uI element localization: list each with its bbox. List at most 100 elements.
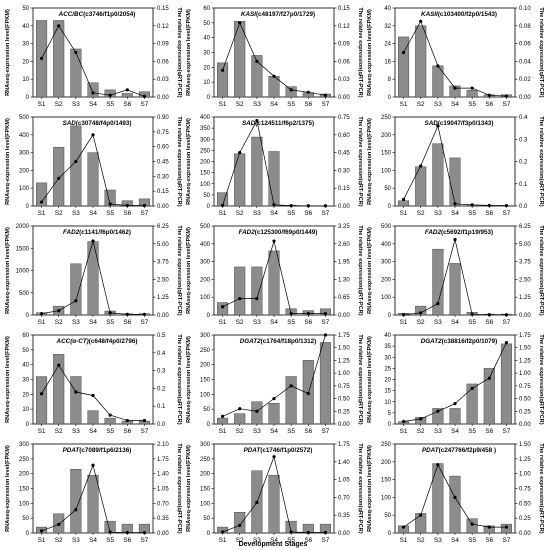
y-tick-label: 30	[384, 355, 391, 361]
y-tick-label: 100	[381, 295, 392, 301]
gene-name: FAD2	[63, 229, 80, 236]
y2-tick-label: 0.25	[338, 409, 350, 415]
y2-tick-label: 1.05	[157, 487, 169, 493]
qrt-pcr-point	[74, 299, 78, 303]
qrt-pcr-point	[91, 133, 95, 137]
qrt-pcr-point	[142, 94, 147, 99]
qrt-pcr-point	[220, 305, 225, 309]
gene-name: SAD	[242, 120, 256, 127]
bar	[70, 263, 82, 316]
bar	[319, 342, 331, 425]
gene-id: (c103400/f2p0/1543)	[438, 11, 497, 18]
gene-id: (c3746/f1p0/2054)	[83, 11, 135, 18]
x-tick-label: S1	[219, 428, 227, 435]
x-tick-label: S6	[304, 101, 312, 108]
x-tick-label: S1	[38, 319, 46, 326]
chart-title: DGAT2(c1764/f18p0/1312)	[240, 338, 317, 345]
y-tick-label: 32	[384, 24, 391, 30]
y-tick-label: 0	[388, 313, 392, 319]
qrt-pcr-point	[453, 237, 457, 242]
qrt-pcr-point	[504, 313, 509, 317]
x-tick-label: S7	[322, 428, 330, 435]
qrt-pcr-point	[436, 64, 440, 68]
x-tick-label: S7	[322, 210, 330, 217]
y-tick-label: 250	[381, 442, 392, 448]
y-tick-label: 20	[22, 392, 29, 398]
y-tick-label: 150	[200, 171, 211, 177]
y2-tick-label: 0.65	[338, 295, 350, 301]
y-tick-label: 50	[203, 21, 210, 27]
y2-axis-label: The relative expression(qRT-PCR)	[176, 116, 182, 206]
y2-tick-label: 0.12	[157, 24, 169, 30]
qrt-pcr-point	[125, 418, 129, 423]
y2-axis-label: The relative expression(qRT-PCR)	[176, 7, 182, 97]
x-tick-label: S2	[417, 101, 425, 108]
qrt-pcr-point	[289, 204, 293, 208]
x-tick-label: S4	[270, 428, 278, 435]
y-axis-label: RNAseq-expression level(FPKM)	[367, 445, 373, 532]
x-tick-label: S2	[417, 428, 425, 435]
y2-tick-label: 0.00	[519, 95, 531, 101]
qrt-pcr-point	[323, 312, 328, 316]
x-tick-label: S7	[322, 537, 330, 544]
y-tick-label: 250	[200, 348, 211, 354]
chart-panel-13: PDAT(c7089/f1p6/2136) 0 50 100 150 200 250 300 0…	[5, 442, 182, 544]
y-tick-label: 5	[388, 411, 392, 417]
x-tick-label: S6	[485, 210, 493, 217]
chart-title: ACC/BC(c3746/f1p0/2054)	[58, 11, 136, 18]
y2-tick-label: 0.06	[338, 59, 350, 65]
bar	[87, 152, 99, 207]
y-tick-label: 0	[207, 313, 211, 319]
qrt-pcr-point	[306, 312, 310, 316]
y-tick-label: 300	[19, 442, 30, 448]
qrt-pcr-point	[453, 495, 457, 499]
y2-tick-label: 0.00	[338, 95, 350, 101]
y2-tick-label: 0.30	[338, 168, 350, 174]
y2-tick-label: 0.75	[338, 384, 350, 390]
y-tick-label: 150	[200, 487, 211, 493]
x-tick-label: S5	[287, 428, 295, 435]
y-tick-label: 400	[19, 133, 30, 139]
y-tick-label: 250	[19, 457, 30, 463]
qrt-pcr-point	[306, 530, 310, 535]
bar	[415, 25, 427, 98]
x-tick-label: S4	[451, 101, 459, 108]
qrt-pcr-point	[108, 413, 112, 417]
y-tick-label: 150	[19, 487, 30, 493]
qrt-pcr-point	[453, 202, 457, 206]
qrt-pcr-point	[91, 91, 95, 95]
bar	[217, 302, 229, 316]
gene-name: KASI	[241, 11, 256, 18]
x-tick-label: S1	[400, 319, 408, 326]
qrt-pcr-point	[419, 19, 423, 23]
y2-tick-label: 0.3	[519, 137, 528, 143]
y2-tick-label: 0.06	[519, 42, 531, 48]
y2-tick-label: 0.00	[338, 313, 350, 319]
qrt-pcr-point	[306, 204, 310, 208]
chart-title: DGAT2(c38816/f2p0/1079)	[421, 338, 498, 345]
x-tick-label: S7	[503, 537, 511, 544]
chart-panel-4: SAD(c30748/f4p0/1493) 0 100 200 300 400 500 0.0…	[5, 115, 182, 217]
x-tick-label: S1	[219, 210, 227, 217]
y2-tick-label: 0.45	[338, 151, 350, 157]
qrt-pcr-point	[419, 417, 423, 421]
y-tick-label: 500	[200, 224, 211, 230]
gene-id: (c1746/f1p0/2572)	[260, 447, 312, 454]
qrt-pcr-point	[39, 311, 44, 316]
qrt-pcr-point	[91, 239, 95, 243]
gene-name: FAD2	[239, 229, 256, 236]
y-tick-label: 100	[200, 295, 211, 301]
qrt-pcr-point	[142, 203, 147, 208]
gene-name: KASII	[421, 11, 438, 18]
gene-id: (c1141/f6p0/1462)	[79, 229, 131, 236]
bar	[87, 241, 99, 316]
y2-tick-label: 0.09	[338, 42, 350, 48]
x-tick-label: S3	[434, 428, 442, 435]
gene-name: PDAT	[244, 447, 262, 454]
x-tick-label: S3	[434, 210, 442, 217]
qrt-pcr-point	[255, 118, 259, 123]
chart-panel-1: ACC/BC(c3746/f1p0/2054) 0 10 20 30 40 50 0.00 0.…	[5, 6, 182, 108]
y2-tick-label: 0.50	[519, 501, 531, 507]
qrt-pcr-point	[57, 522, 61, 527]
x-tick-label: S3	[72, 210, 80, 217]
